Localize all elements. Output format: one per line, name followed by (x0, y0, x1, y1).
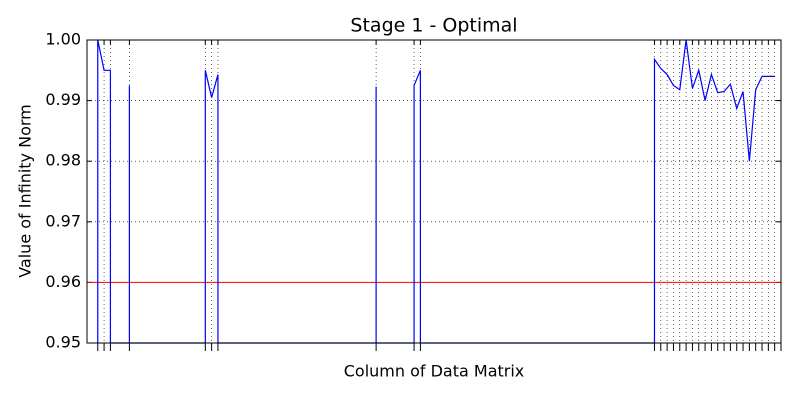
chart-title: Stage 1 - Optimal (350, 15, 517, 37)
y-axis-label: Value of Infinity Norm (16, 104, 35, 278)
data-line (97, 39, 775, 344)
x-axis-label: Column of Data Matrix (344, 362, 525, 381)
y-tick-label: 0.95 (45, 333, 81, 352)
plot-frame (86, 39, 782, 344)
y-tick-label: 0.97 (45, 211, 81, 230)
y-tick-label: 0.99 (45, 90, 81, 109)
y-tick-label: 0.96 (45, 272, 81, 291)
y-tick-label: 1.00 (45, 30, 81, 49)
y-tick-label: 0.98 (45, 151, 81, 170)
